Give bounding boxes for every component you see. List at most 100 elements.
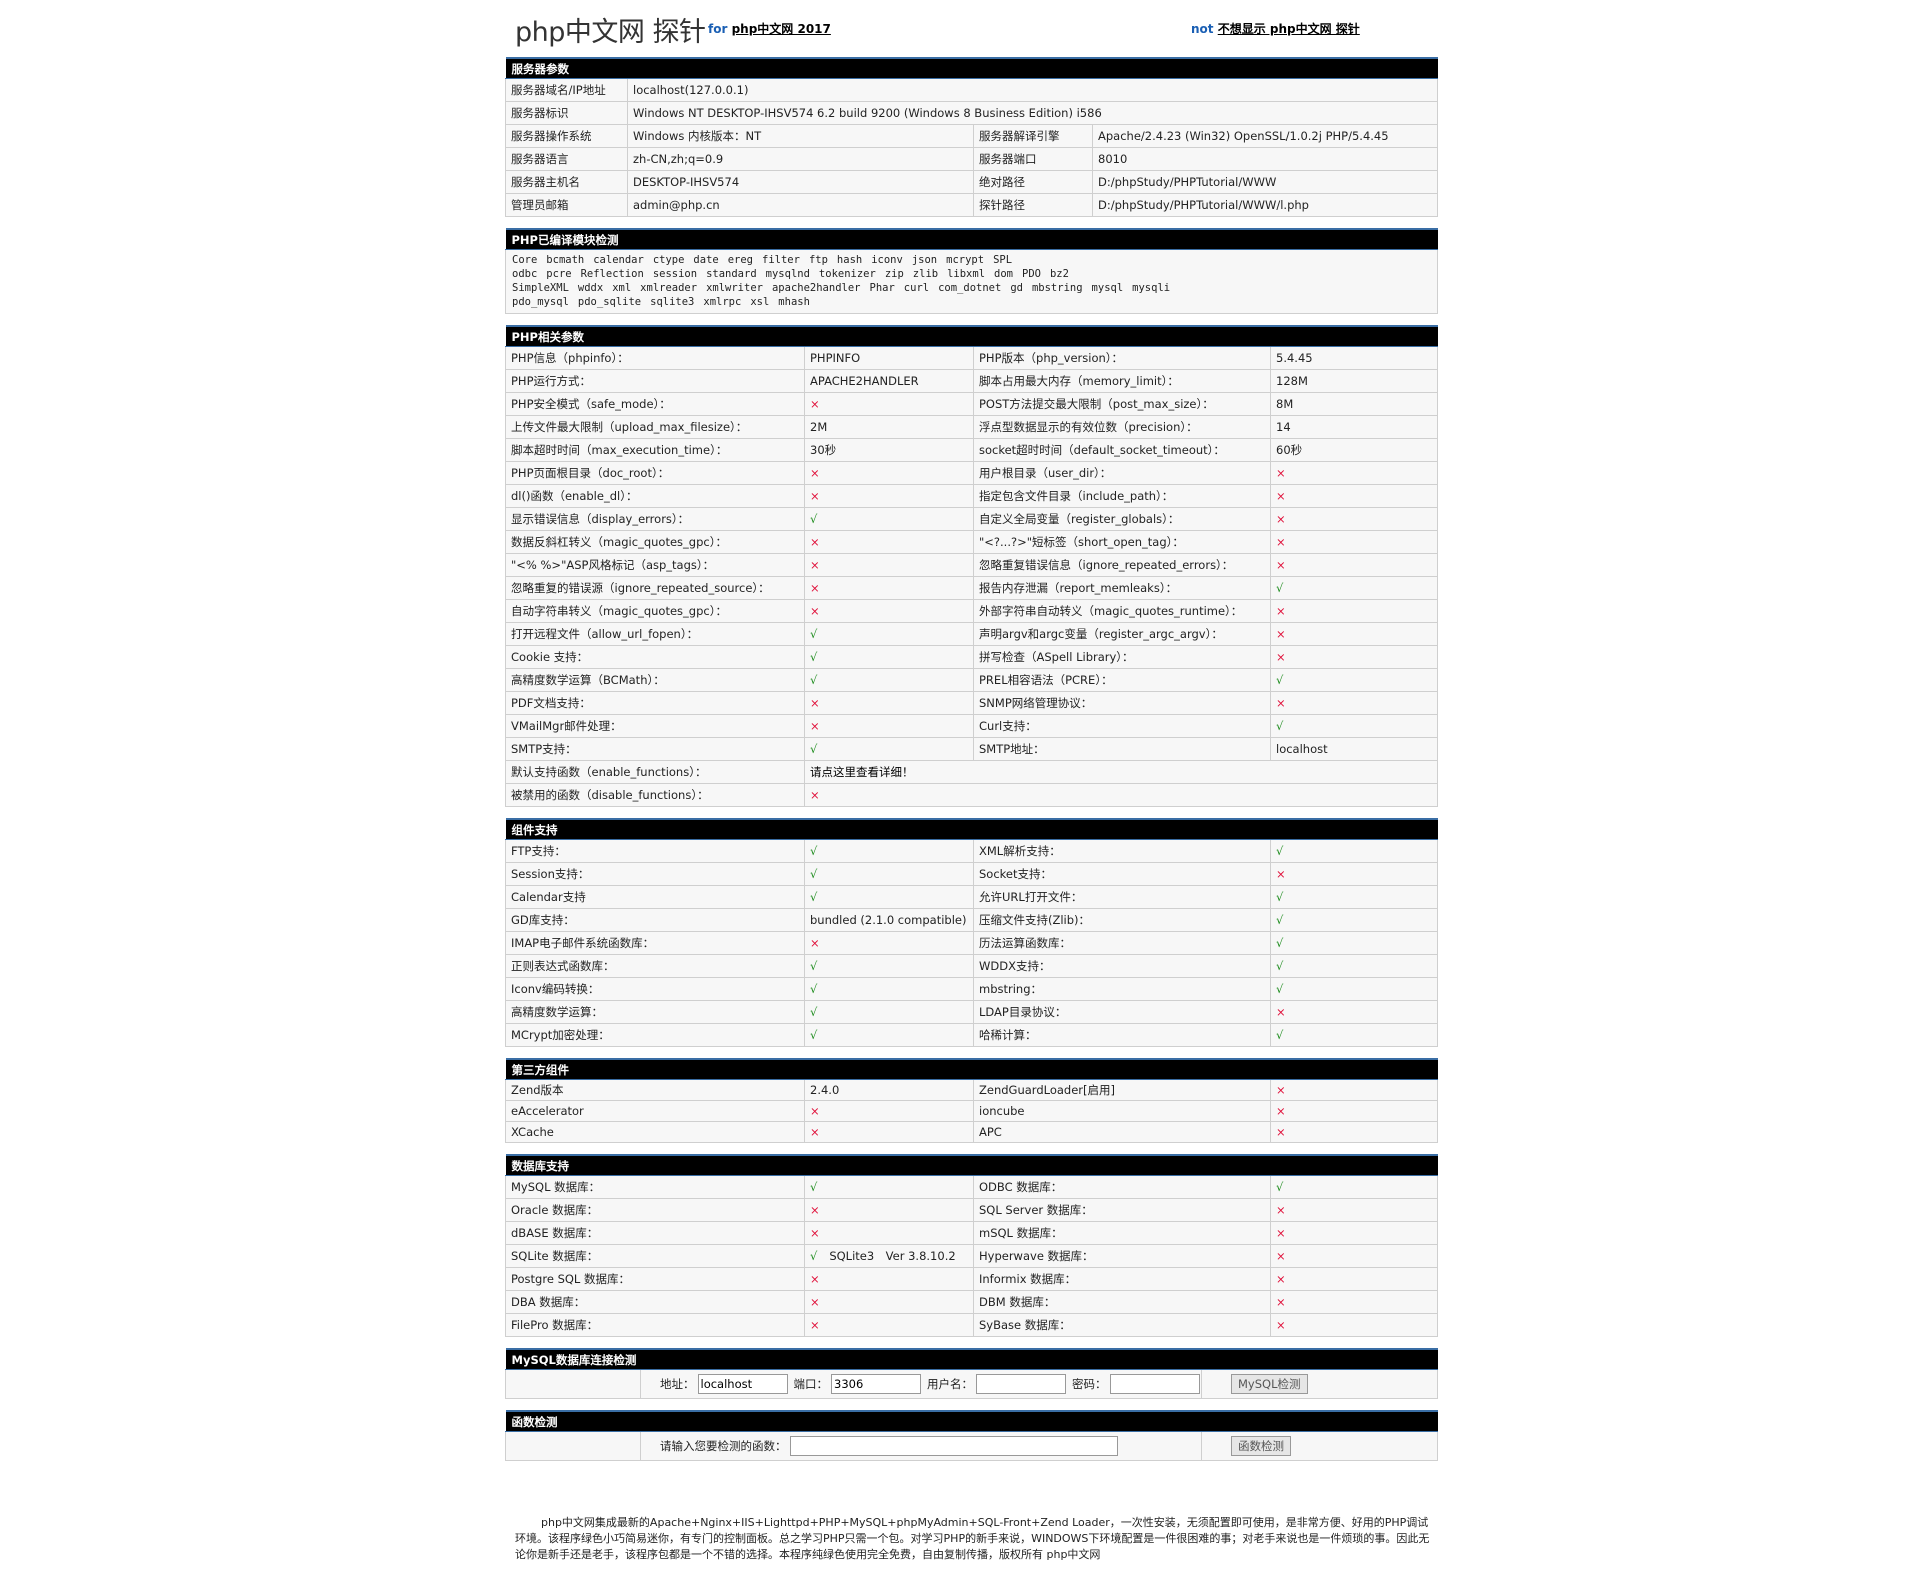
php-param-label: PHP页面根目录（doc_root）：: [505, 461, 805, 485]
table-row: PHP安全模式（safe_mode）： × POST方法提交最大限制（post_ma…: [505, 392, 1439, 416]
third-party-label: ZendGuardLoader[启用]: [973, 1079, 1271, 1101]
function-check-button[interactable]: 函数检测: [1231, 1436, 1291, 1456]
module-name: dom: [994, 268, 1013, 280]
third-party-section: 第三方组件 Zend版本 2.4.0 ZendGuardLoader[启用] × eAcc…: [505, 1058, 1438, 1143]
table-row: 打开远程文件（allow_url_fopen）： √ 声明argv和argc变量（r…: [505, 622, 1439, 646]
table-row: XCache × APC ×: [505, 1121, 1438, 1143]
server-params-title: 服务器参数: [505, 57, 1438, 79]
table-row: 服务器主机名 DESKTOP-IHSV574 绝对路径 D:/phpStudy/PHP…: [505, 170, 1438, 194]
table-row: 高精度数学运算： √ LDAP目录协议： ×: [505, 1000, 1438, 1024]
module-name: mysql: [1091, 282, 1124, 294]
table-row: 服务器语言 zh-CN,zh;q=0.9 服务器端口 8010: [505, 147, 1438, 171]
table-row: PHP运行方式： APACHE2HANDLER 脚本占用最大内存（memory_li…: [505, 369, 1439, 393]
component-label: 哈稀计算：: [973, 1023, 1271, 1047]
server-param-value: admin@php.cn: [627, 193, 974, 217]
php-param-value: 2M: [804, 415, 974, 439]
php-param-value: √: [1269, 576, 1439, 600]
module-name: pdo_sqlite: [577, 296, 642, 308]
module-name: xmlrpc: [703, 296, 742, 308]
php-param-value: ×: [804, 599, 974, 623]
server-param-label: 探针路径: [973, 193, 1093, 217]
table-row: eAccelerator × ioncube ×: [505, 1100, 1438, 1122]
component-label: Session支持：: [505, 862, 805, 886]
module-name: xmlreader: [640, 282, 698, 294]
module-name: gd: [1010, 282, 1023, 294]
table-row: PHP信息（phpinfo）： PHPINFO PHP版本（php_version）…: [505, 346, 1439, 370]
table-row: 自动字符串转义（magic_quotes_gpc）： × 外部字符串自动转义（mag…: [505, 599, 1439, 623]
table-row: PDF文档支持： × SNMP网络管理协议： ×: [505, 691, 1439, 715]
mysql-check-button[interactable]: MySQL检测: [1231, 1374, 1308, 1394]
section-gap: [505, 1143, 1437, 1154]
module-name: mcrypt: [946, 254, 985, 266]
component-label: Iconv编码转换：: [505, 977, 805, 1001]
database-label: SyBase 数据库：: [973, 1313, 1271, 1337]
component-value: √: [1270, 1023, 1438, 1047]
table-row: 服务器域名/IP地址 localhost(127.0.0.1): [505, 78, 1438, 102]
php-param-label: PDF文档支持：: [505, 691, 805, 715]
modules-list: Core bcmath calendar ctype date ereg filter ftp…: [505, 249, 1438, 314]
component-label: 高精度数学运算：: [505, 1000, 805, 1024]
table-row: Zend版本 2.4.0 ZendGuardLoader[启用] ×: [505, 1079, 1438, 1101]
php-param-value: 128M: [1269, 369, 1439, 393]
modules-line: SimpleXML wddx xml xmlreader xmlwriter apache…: [512, 281, 1431, 295]
component-value: √: [804, 1000, 974, 1024]
mysql-port-input[interactable]: [831, 1374, 921, 1394]
mysql-host-input[interactable]: [697, 1374, 788, 1394]
component-label: Socket支持：: [973, 862, 1271, 886]
database-value: ×: [804, 1290, 974, 1314]
third-party-label: eAccelerator: [505, 1100, 805, 1122]
table-row: SQLite 数据库： √ SQLite3 Ver 3.8.10.2 Hyperwav…: [505, 1244, 1438, 1268]
table-row: Postgre SQL 数据库： × Informix 数据库： ×: [505, 1267, 1438, 1291]
module-name: Reflection: [580, 268, 644, 280]
table-row: 忽略重复的错误源（ignore_repeated_source）： × 报告内存泄漏…: [505, 576, 1439, 600]
table-row: Calendar支持 √ 允许URL打开文件： √: [505, 885, 1438, 909]
php-param-value: √: [804, 622, 974, 646]
section-gap: [505, 807, 1437, 818]
component-value: √: [804, 839, 974, 863]
php-cn-link[interactable]: php中文网 2017: [731, 22, 831, 36]
php-param-value: ×: [804, 691, 974, 715]
mysql-user-input[interactable]: [976, 1374, 1066, 1394]
php-param-value: ×: [803, 783, 1439, 807]
php-param-value: ×: [804, 553, 974, 577]
probe-page: php中文网 探针 for php中文网 2017 not 不想显示 php中文…: [505, 0, 1439, 1461]
module-name: date: [693, 254, 719, 266]
component-label: MCrypt加密处理：: [505, 1023, 805, 1047]
component-value: √: [1270, 839, 1438, 863]
server-params-section: 服务器参数 服务器域名/IP地址 localhost(127.0.0.1) 服务器标识…: [505, 57, 1438, 217]
component-value: √: [1270, 977, 1438, 1001]
php-param-value: √: [804, 737, 974, 761]
php-param-value: 14: [1269, 415, 1439, 439]
database-label: ODBC 数据库：: [973, 1175, 1271, 1199]
mysql-check-title: MySQL数据库连接检测: [505, 1348, 1438, 1370]
hide-probe-link[interactable]: 不想显示 php中文网 探针: [1217, 22, 1360, 36]
php-param-value: ×: [1269, 461, 1439, 485]
function-button-cell: 函数检测: [1200, 1431, 1439, 1461]
compiled-modules-title: PHP已编译模块检测: [505, 228, 1438, 250]
component-value: ×: [804, 931, 974, 955]
mysql-fields: 地址： 端口： 用户名： 密码：: [640, 1369, 1202, 1399]
php-param-label: PREL相容语法（PCRE）：: [973, 668, 1271, 692]
php-param-label: 拼写检查（ASpell Library）：: [973, 645, 1271, 669]
mysql-password-input[interactable]: [1109, 1374, 1200, 1394]
table-row: 正则表达式函数库： √ WDDX支持： √: [505, 954, 1438, 978]
enable-functions-link[interactable]: 请点这里查看详细！: [803, 760, 1439, 784]
function-form-row: 请输入您要检测的函数： 函数检测: [505, 1431, 1439, 1461]
third-party-value: ×: [804, 1100, 974, 1122]
php-param-label: 数据反斜杠转义（magic_quotes_gpc）：: [505, 530, 805, 554]
mysql-user-label: 用户名：: [927, 1376, 973, 1391]
section-gap: [505, 314, 1437, 325]
blank-cell: [505, 1369, 641, 1399]
mysql-button-cell: MySQL检测: [1201, 1369, 1438, 1399]
function-input[interactable]: [789, 1436, 1118, 1456]
component-value: bundled (2.1.0 compatible): [804, 908, 974, 932]
table-row: Session支持： √ Socket支持： ×: [505, 862, 1438, 886]
modules-line: odbc pcre Reflection session standard mysqlnd…: [512, 267, 1431, 281]
component-value: ×: [1270, 1000, 1438, 1024]
component-label: WDDX支持：: [973, 954, 1271, 978]
php-param-value: ×: [1269, 645, 1439, 669]
module-name: filter: [762, 254, 800, 266]
table-row: MySQL 数据库： √ ODBC 数据库： √: [505, 1175, 1438, 1199]
database-value: ×: [804, 1221, 974, 1245]
table-row: SMTP支持： √ SMTP地址： localhost: [505, 737, 1439, 761]
